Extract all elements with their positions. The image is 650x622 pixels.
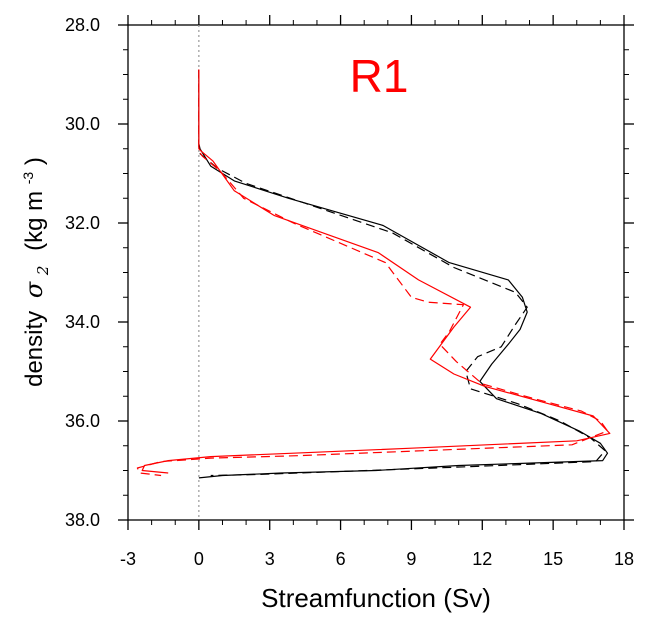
y-tick-label: 28.0: [65, 15, 100, 35]
y-axis-ticks: 28.0 30.0 32.0 34.0 36.0 38.0: [65, 15, 634, 530]
x-axis-ticks: -3 0 3 6 9 12 15 18: [120, 15, 634, 569]
y-tick-label: 32.0: [65, 213, 100, 233]
x-tick-label: 6: [336, 549, 346, 569]
y-tick-label: 38.0: [65, 510, 100, 530]
y-tick-label: 36.0: [65, 411, 100, 431]
sigma-subscript: 2: [34, 266, 52, 277]
series-line-red-dashed: [136, 69, 609, 477]
data-series: [136, 69, 611, 479]
series-line-black-solid: [198, 69, 609, 479]
y-tick-label: 34.0: [65, 312, 100, 332]
x-tick-label: 0: [194, 549, 204, 569]
x-tick-label: 15: [543, 549, 563, 569]
x-axis-title: Streamfunction (Sv): [261, 583, 491, 613]
sigma-symbol: σ: [20, 281, 48, 298]
series-line-black-dashed: [198, 69, 606, 477]
x-tick-label: 9: [406, 549, 416, 569]
y-axis-label-text: density: [21, 311, 48, 387]
series-line-red-solid: [141, 69, 611, 474]
chart-title: R1: [350, 50, 409, 102]
x-tick-label: 12: [472, 549, 492, 569]
y-axis-title: density σ 2 (kg m -3 ): [12, 157, 54, 387]
x-tick-label: 3: [265, 549, 275, 569]
x-tick-label: -3: [120, 549, 136, 569]
y-axis-units-close: ): [21, 157, 48, 165]
y-axis-units-exponent: -3: [20, 172, 36, 185]
y-axis-units-open: (kg m: [21, 191, 48, 251]
y-tick-label: 30.0: [65, 114, 100, 134]
x-tick-label: 18: [614, 549, 634, 569]
